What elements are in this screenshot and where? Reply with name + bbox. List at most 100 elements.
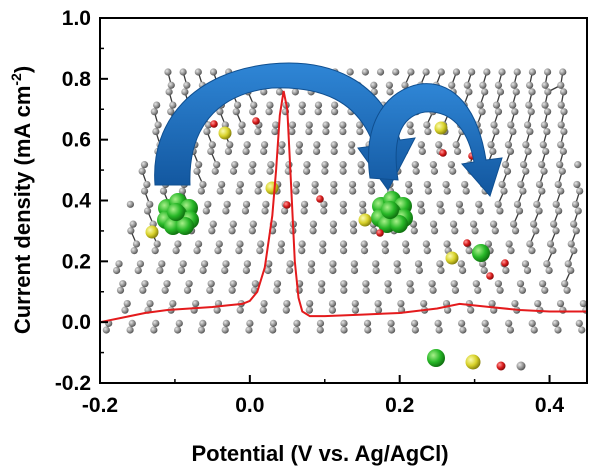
carbon-atom <box>329 266 337 275</box>
yellow-atom <box>434 121 448 135</box>
red-atom <box>283 201 291 209</box>
carbon-atom <box>351 299 359 308</box>
carbon-atom <box>429 286 437 294</box>
carbon-atom <box>309 220 317 228</box>
carbon-atom <box>282 306 290 314</box>
carbon-atom <box>480 266 488 275</box>
carbon-atom <box>465 88 473 96</box>
carbon-atom <box>384 286 393 294</box>
carbon-atom <box>357 167 365 175</box>
carbon-atom <box>265 108 273 116</box>
carbon-atom <box>330 187 338 195</box>
carbon-atom <box>507 247 515 255</box>
carbon-atom <box>224 147 233 155</box>
carbon-atom <box>571 200 580 208</box>
carbon-atom <box>181 88 189 96</box>
carbon-atom <box>257 240 265 248</box>
carbon-atom <box>489 147 497 155</box>
carbon-atom <box>359 200 367 208</box>
carbon-atom <box>139 286 147 294</box>
carbon-atom <box>483 326 491 334</box>
carbon-atom <box>206 286 214 294</box>
carbon-atom <box>504 141 513 149</box>
carbon-atom <box>374 306 383 314</box>
carbon-atom <box>275 88 284 96</box>
carbon-atom <box>183 286 192 294</box>
carbon-atom <box>474 286 482 294</box>
carbon-atom <box>509 101 517 109</box>
carbon-atom <box>381 247 390 255</box>
carbon-atom <box>534 299 542 308</box>
red-atom <box>252 117 260 125</box>
large-blue-arrow <box>154 62 416 191</box>
carbon-atom <box>293 319 301 327</box>
carbon-atom <box>528 88 536 96</box>
carbon-atom <box>543 68 552 76</box>
carbon-atom <box>430 167 439 175</box>
red-atom <box>376 229 384 237</box>
carbon-atom <box>457 207 465 215</box>
carbon-atom <box>523 121 532 129</box>
carbon-atom <box>260 147 268 155</box>
carbon-atom <box>567 240 575 248</box>
carbon-atom <box>417 200 425 208</box>
carbon-atom <box>211 167 219 175</box>
carbon-atom <box>320 200 328 208</box>
carbon-atom <box>153 240 161 248</box>
carbon-atom <box>346 68 354 76</box>
yellow-atom <box>265 181 279 195</box>
carbon-atom <box>340 326 348 334</box>
carbon-atom <box>506 147 515 155</box>
carbon-atom <box>350 260 358 268</box>
carbon-atom <box>303 161 311 169</box>
carbon-atom <box>295 147 303 155</box>
carbon-atom <box>129 220 137 228</box>
carbon-atom <box>481 88 489 96</box>
carbon-atom <box>350 266 359 275</box>
carbon-atom <box>178 187 187 195</box>
carbon-atom <box>208 227 216 235</box>
carbon-atom <box>298 101 306 109</box>
carbon-atom <box>163 280 171 288</box>
carbon-atom <box>222 207 230 215</box>
carbon-atom <box>328 299 337 308</box>
carbon-atom <box>415 266 423 275</box>
carbon-atom <box>526 81 534 89</box>
y-tick-label: -0.2 <box>55 372 91 395</box>
carbon-atom <box>386 88 394 96</box>
y-tick-label: 0.2 <box>62 250 91 273</box>
carbon-atom <box>164 68 172 76</box>
carbon-atom <box>229 167 238 175</box>
carbon-atom <box>407 286 415 294</box>
carbon-atom <box>472 280 480 288</box>
carbon-atom <box>348 141 356 149</box>
carbon-atom <box>169 101 177 109</box>
carbon-atom <box>150 108 158 116</box>
carbon-atom <box>116 286 125 294</box>
carbon-atom <box>522 167 530 175</box>
carbon-atom <box>367 180 375 189</box>
x-tick-label: 0.4 <box>535 394 565 417</box>
carbon-atom <box>288 127 296 136</box>
carbon-atom <box>249 220 257 228</box>
carbon-atom <box>280 207 289 215</box>
carbon-atom <box>273 286 281 294</box>
carbon-atom <box>530 326 538 334</box>
carbon-atom <box>249 108 257 116</box>
carbon-atom <box>447 161 455 169</box>
carbon-atom <box>574 207 582 215</box>
carbon-atom <box>496 207 504 215</box>
carbon-atom <box>448 81 456 89</box>
carbon-atom <box>490 121 498 129</box>
carbon-atom <box>576 187 584 195</box>
carbon-atom <box>209 220 217 228</box>
carbon-atom <box>356 121 364 129</box>
carbon-atom <box>519 161 528 169</box>
carbon-atom <box>401 81 409 89</box>
carbon-atom <box>311 180 319 189</box>
carbon-atom <box>434 319 442 327</box>
carbon-atom <box>555 207 563 215</box>
carbon-atom <box>292 326 301 334</box>
carbon-atom <box>387 326 396 334</box>
x-tick-label: -0.2 <box>82 394 118 417</box>
